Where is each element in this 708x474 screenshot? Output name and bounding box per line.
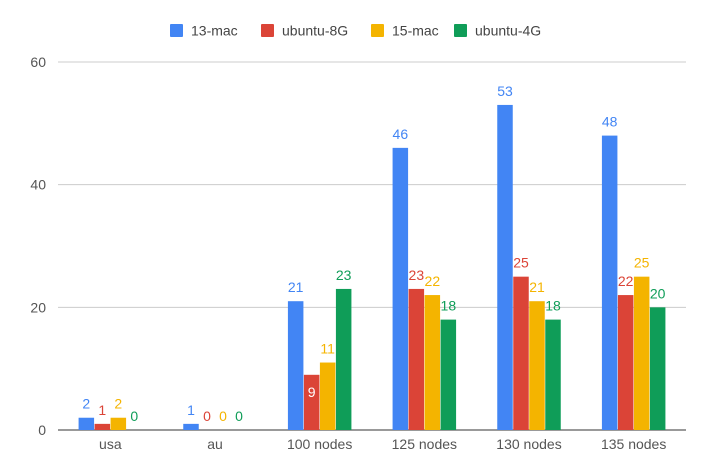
data-label: 18: [545, 298, 561, 314]
data-label: 25: [513, 255, 529, 271]
data-label: 25: [634, 255, 650, 271]
legend: 13-mac ubuntu-8G 15-mac ubuntu-4G: [170, 23, 541, 39]
bar-ubuntu-8G-usa: [94, 423, 111, 430]
legend-item-ubuntu-8G[interactable]: ubuntu-8G: [261, 23, 348, 39]
data-label: 20: [650, 285, 666, 301]
legend-swatch: [170, 24, 183, 37]
bar-15-mac-125-nodes: [424, 295, 441, 430]
legend-swatch: [454, 24, 467, 37]
x-tick-label: au: [207, 436, 223, 452]
bar-ubuntu-4G-135-nodes: [649, 307, 666, 430]
bar-15-mac-100-nodes: [319, 362, 336, 430]
legend-label: ubuntu-8G: [282, 23, 348, 39]
data-label: 18: [441, 298, 457, 314]
legend-item-ubuntu-4G[interactable]: ubuntu-4G: [454, 23, 541, 39]
x-axis: usa au 100 nodes 125 nodes 130 nodes 135 node…: [99, 436, 666, 452]
data-label: 2: [114, 396, 122, 412]
data-label: 53: [497, 83, 513, 99]
bar-13-mac-usa: [78, 417, 95, 430]
data-label: 22: [618, 273, 634, 289]
x-tick-label: usa: [99, 436, 122, 452]
legend-swatch: [261, 24, 274, 37]
data-label: 0: [130, 408, 138, 424]
bar-13-mac-125-nodes: [392, 147, 409, 430]
x-tick-label: 125 nodes: [392, 436, 457, 452]
data-label: 1: [98, 402, 106, 418]
data-label: 21: [288, 279, 304, 295]
data-label: 0: [203, 408, 211, 424]
legend-label: 15-mac: [392, 23, 439, 39]
data-label: 0: [219, 408, 227, 424]
x-tick-label: 135 nodes: [601, 436, 666, 452]
y-tick-label: 20: [30, 299, 46, 315]
bar-ubuntu-4G-125-nodes: [440, 319, 457, 430]
legend-label: ubuntu-4G: [475, 23, 541, 39]
bar-ubuntu-8G-135-nodes: [617, 295, 634, 430]
gridlines: [58, 61, 686, 308]
bar-ubuntu-4G-130-nodes: [545, 319, 561, 430]
legend-label: 13-mac: [191, 23, 238, 39]
bar-ubuntu-8G-125-nodes: [408, 288, 425, 430]
data-label: 0: [235, 408, 243, 424]
data-label: 1: [187, 402, 195, 418]
bar-ubuntu-8G-130-nodes: [513, 276, 529, 430]
y-tick-label: 40: [30, 177, 46, 193]
legend-swatch: [371, 24, 384, 37]
data-label: 9: [308, 384, 316, 400]
data-label: 21: [529, 279, 545, 295]
bar-ubuntu-8G-100-nodes: [303, 374, 320, 430]
data-label: 23: [336, 267, 352, 283]
bar-15-mac-130-nodes: [529, 301, 545, 430]
data-label: 2: [82, 396, 90, 412]
bar-ubuntu-4G-100-nodes: [335, 288, 352, 430]
x-tick-label: 130 nodes: [496, 436, 561, 452]
bar-13-mac-100-nodes: [287, 301, 304, 430]
bar-13-mac-130-nodes: [497, 104, 513, 430]
bar-15-mac-135-nodes: [633, 276, 650, 430]
x-tick-label: 100 nodes: [287, 436, 352, 452]
bar-15-mac-usa: [110, 417, 127, 430]
data-label: 23: [409, 267, 425, 283]
legend-item-15-mac[interactable]: 15-mac: [371, 23, 439, 39]
bar-13-mac-au: [183, 423, 199, 430]
bars: [78, 104, 666, 430]
bar-13-mac-135-nodes: [601, 135, 618, 430]
legend-item-13-mac[interactable]: 13-mac: [170, 23, 238, 39]
data-label: 11: [320, 341, 335, 357]
data-label: 46: [393, 126, 409, 142]
y-tick-label: 60: [30, 54, 46, 70]
data-label: 48: [602, 114, 618, 130]
y-tick-label: 0: [38, 422, 46, 438]
data-label: 22: [425, 273, 441, 289]
